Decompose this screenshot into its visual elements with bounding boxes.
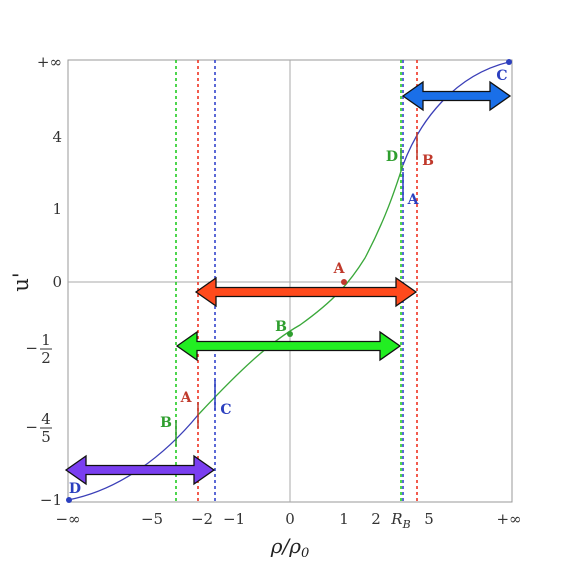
svg-text:−: − — [25, 339, 38, 357]
point-label: D — [386, 149, 398, 165]
point-label: A — [180, 390, 193, 406]
svg-text:1: 1 — [41, 331, 51, 349]
x-tick-label: −2 — [191, 510, 213, 528]
point-a — [341, 279, 347, 285]
point-d — [66, 497, 72, 503]
y-tick-label: +∞ — [37, 53, 62, 71]
x-axis-title: ρ/ρ0 — [270, 534, 310, 561]
x-tick-label: −1 — [223, 510, 245, 528]
y-tick-label: 4 — [52, 128, 62, 146]
y-axis-title: u' — [9, 272, 33, 291]
interval-arrow-d — [64, 454, 216, 486]
svg-text:4: 4 — [41, 410, 51, 428]
point-b — [287, 331, 293, 337]
x-tick-label: 1 — [339, 510, 349, 528]
y-tick-label: −1 — [40, 491, 62, 509]
x-tick-label: RB — [390, 510, 410, 531]
svg-text:−: − — [25, 418, 38, 436]
y-tick-label: −12 — [25, 331, 52, 367]
point-label: C — [220, 402, 231, 418]
point-c — [506, 59, 512, 65]
x-tick-label: 5 — [424, 510, 434, 528]
y-tick-label: 0 — [52, 273, 62, 291]
svg-text:2: 2 — [41, 349, 51, 367]
y-tick-label: −45 — [25, 410, 52, 446]
curve-segment-c — [402, 61, 510, 166]
point-label: D — [69, 481, 81, 497]
x-tick-label: −∞ — [55, 510, 80, 528]
x-tick-label: 0 — [285, 510, 295, 528]
x-tick-label: 2 — [371, 510, 381, 528]
point-label: B — [275, 319, 287, 335]
point-label: C — [496, 68, 507, 84]
y-tick-label: 1 — [52, 200, 62, 218]
interval-arrow-b — [175, 330, 402, 362]
point-label: B — [160, 415, 172, 431]
interval-arrow-c — [401, 80, 512, 112]
point-label: B — [422, 153, 434, 169]
point-label: A — [407, 192, 420, 208]
svg-text:5: 5 — [41, 428, 51, 446]
interval-arrow-a — [194, 276, 418, 308]
x-tick-label: −5 — [141, 510, 163, 528]
curve-segment-d — [68, 414, 199, 501]
x-tick-label: +∞ — [496, 510, 521, 528]
point-label: A — [333, 261, 346, 277]
